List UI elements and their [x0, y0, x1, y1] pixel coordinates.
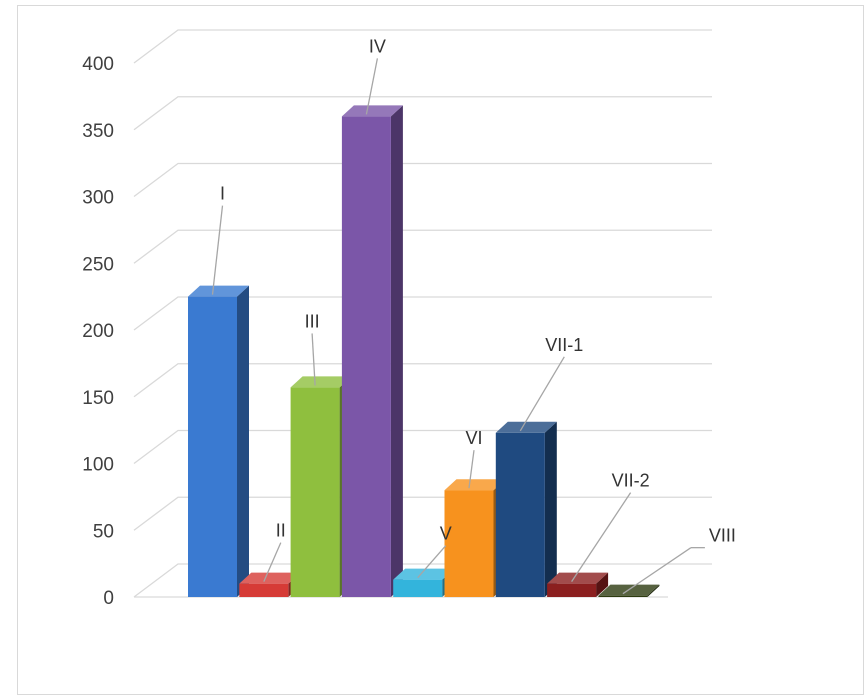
leader-line — [571, 492, 632, 583]
y-tick-label: 100 — [82, 455, 114, 476]
data-label: VII-2 — [612, 471, 650, 491]
data-label: III — [305, 311, 320, 331]
data-label: V — [440, 524, 452, 544]
bar — [188, 285, 249, 597]
y-tick-label: 50 — [93, 521, 114, 542]
leader-line — [311, 333, 316, 386]
gridline — [133, 296, 712, 331]
bar-side — [596, 572, 609, 597]
bar-top — [444, 479, 506, 491]
leader-line — [519, 356, 565, 432]
bar-front — [547, 583, 597, 597]
bar-front — [188, 296, 237, 597]
y-tick-label: 150 — [82, 388, 114, 409]
data-label: VII-1 — [545, 335, 583, 355]
data-label: II — [276, 521, 286, 541]
bar-side — [544, 421, 557, 597]
bar-front — [444, 490, 494, 597]
bar-top — [547, 572, 609, 584]
y-tick-label: 300 — [82, 188, 114, 209]
bar-front — [598, 595, 648, 597]
bar-side — [237, 285, 249, 597]
y-tick-label: 250 — [82, 254, 114, 275]
bar-side — [647, 584, 660, 597]
bar-front — [393, 579, 443, 597]
bar-front — [495, 432, 545, 597]
leader-line — [263, 542, 282, 582]
y-tick-label: 400 — [82, 54, 114, 75]
gridline — [133, 29, 712, 64]
gridline — [133, 162, 712, 198]
bar-side — [390, 105, 403, 598]
bar-front — [239, 583, 289, 597]
bar-top — [393, 568, 455, 580]
leader-line — [365, 58, 379, 115]
bar-front — [341, 116, 391, 598]
leader-line — [417, 545, 447, 579]
gridline — [133, 96, 712, 131]
bar-top — [239, 572, 301, 584]
bar — [495, 421, 557, 597]
bar-top — [495, 421, 557, 433]
y-tick-label: 200 — [82, 321, 114, 342]
bar-top — [188, 285, 249, 297]
bar — [547, 572, 609, 597]
bar-top — [290, 376, 352, 388]
bar — [341, 105, 403, 598]
y-tick-label: 350 — [82, 121, 114, 142]
data-label: I — [220, 184, 225, 204]
y-axis-ticks: 0 50 100 150 200 250 300 350 400 — [82, 54, 114, 609]
data-label: VIII — [709, 526, 736, 546]
gridline — [133, 229, 712, 264]
gridline — [133, 363, 712, 398]
bar-top — [341, 105, 403, 117]
bar-front — [290, 387, 340, 597]
leader-line — [211, 205, 224, 295]
bar — [598, 584, 660, 597]
leader-line — [622, 547, 692, 595]
y-tick-label: 0 — [103, 588, 114, 609]
data-label: IV — [369, 36, 386, 56]
leader-line — [468, 450, 475, 489]
data-label: VI — [465, 428, 482, 448]
bars — [188, 105, 660, 598]
